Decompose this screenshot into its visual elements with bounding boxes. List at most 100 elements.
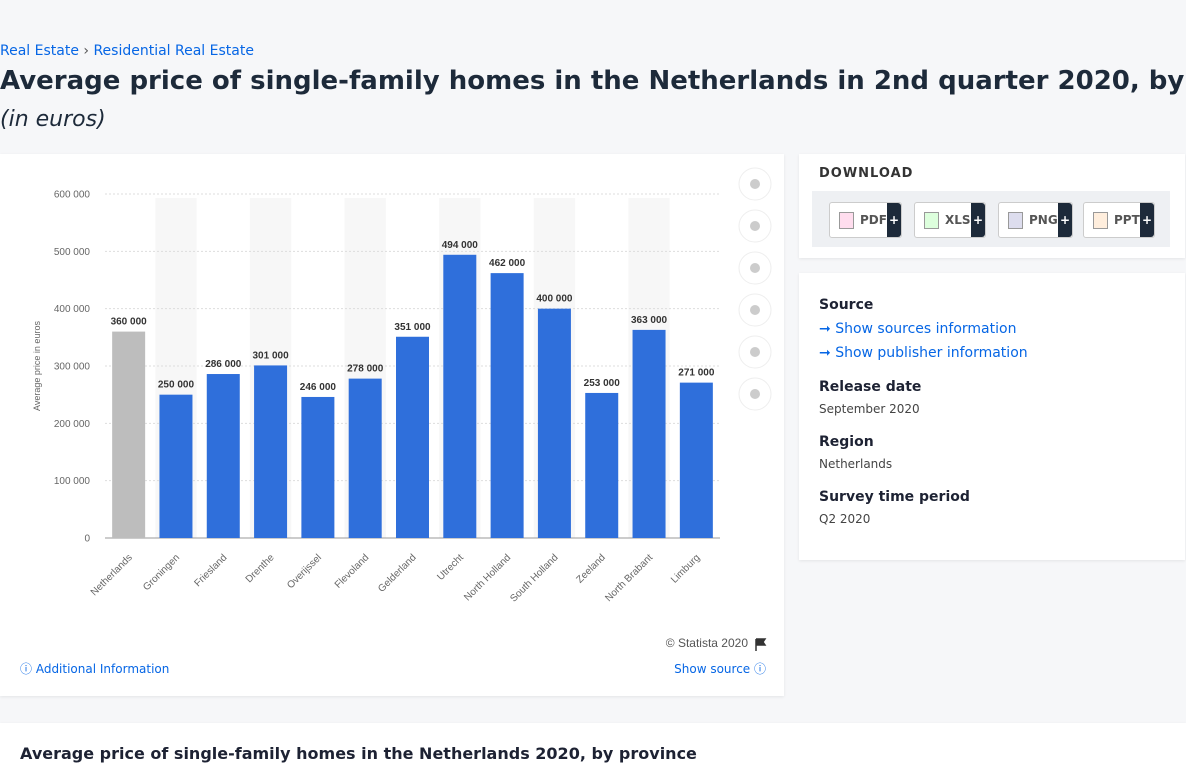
x-tick-label: Groningen bbox=[141, 552, 182, 593]
x-tick-label: Zeeland bbox=[575, 552, 608, 585]
button-label[interactable]: PPT bbox=[1114, 213, 1140, 227]
data-label: 250 000 bbox=[158, 380, 195, 391]
button-more[interactable]: + bbox=[971, 203, 985, 237]
button-label[interactable]: XLS bbox=[945, 213, 971, 227]
additional-info-text[interactable]: Additional Information bbox=[35, 662, 170, 676]
publisher-link[interactable]: ➞ Show publisher information bbox=[819, 345, 1028, 361]
additional-info-link[interactable]: ⓘ Additional Information bbox=[20, 662, 170, 676]
bar bbox=[206, 374, 240, 538]
download-button[interactable]: XLS + bbox=[914, 202, 986, 238]
bar bbox=[679, 382, 713, 538]
data-label: 278 000 bbox=[347, 364, 384, 375]
period-heading: Survey time period bbox=[819, 489, 970, 505]
show-source[interactable]: Show source ⓘ bbox=[674, 660, 766, 677]
tool-icon bbox=[750, 347, 760, 357]
tool-icon bbox=[750, 389, 760, 399]
data-label: 301 000 bbox=[252, 350, 289, 361]
link-text[interactable]: Show sources information bbox=[835, 321, 1017, 337]
source-link[interactable]: ➞ Show sources information bbox=[819, 321, 1017, 337]
bar bbox=[443, 254, 477, 539]
page-subtitle: (in euros) bbox=[0, 107, 106, 132]
bar bbox=[112, 331, 146, 538]
y-tick-label: 100 000 bbox=[54, 476, 91, 487]
icon bbox=[1093, 211, 1108, 229]
x-tick-label: Limburg bbox=[669, 552, 702, 585]
show-source-text[interactable]: Show source bbox=[674, 662, 751, 676]
bar bbox=[254, 365, 288, 538]
data-label: 351 000 bbox=[394, 322, 431, 333]
x-tick-label: North Holland bbox=[462, 552, 513, 603]
y-axis-title: Average price in euros bbox=[32, 321, 42, 411]
button-label[interactable]: PDF bbox=[860, 213, 887, 227]
x-tick-label: Friesland bbox=[193, 552, 230, 589]
credit: © Statista 2020 bbox=[666, 636, 749, 650]
chart: 0 100 000 200 000 300 000 400 000 500 000 600 … bbox=[32, 167, 772, 651]
tool-icon bbox=[750, 263, 760, 273]
tool-icon bbox=[750, 179, 760, 189]
bar bbox=[537, 308, 571, 538]
data-label: 400 000 bbox=[536, 294, 573, 305]
data-label: 360 000 bbox=[111, 317, 148, 328]
button-more[interactable]: + bbox=[1140, 203, 1154, 237]
x-tick-label: Utrecht bbox=[435, 552, 466, 583]
x-tick-label: Flevoland bbox=[333, 552, 371, 590]
page: Real Estate › Residential Real Estate Av… bbox=[0, 43, 1186, 763]
y-tick-label: 200 000 bbox=[54, 419, 91, 430]
chart-card: 0 100 000 200 000 300 000 400 000 500 000 600 … bbox=[0, 154, 784, 696]
bottom-title: Average price of single-family homes in … bbox=[20, 744, 697, 763]
data-label: 271 000 bbox=[678, 368, 715, 379]
data-label: 363 000 bbox=[631, 315, 668, 326]
data-label: 253 000 bbox=[584, 378, 621, 389]
x-tick-label: North Brabant bbox=[603, 552, 655, 604]
download-button[interactable]: PPT + bbox=[1083, 202, 1155, 238]
bottom-card: Average price of single-family homes in … bbox=[0, 723, 1186, 783]
flag-icon bbox=[755, 638, 767, 651]
bar bbox=[348, 378, 382, 538]
page-title: Average price of single-family homes in … bbox=[0, 66, 1186, 96]
tool-icon bbox=[750, 221, 760, 231]
breadcrumbs: Real Estate › Residential Real Estate bbox=[0, 43, 254, 59]
x-tick-label: Overijssel bbox=[285, 552, 324, 591]
source-heading: Source bbox=[819, 297, 874, 313]
period-value: Q2 2020 bbox=[819, 512, 871, 526]
y-tick-label: 600 000 bbox=[54, 190, 91, 201]
y-tick-label: 0 bbox=[84, 534, 90, 545]
x-tick-label: South Holland bbox=[508, 552, 560, 604]
region-value: Netherlands bbox=[819, 457, 893, 471]
y-tick-label: 500 000 bbox=[54, 247, 91, 258]
button-more[interactable]: + bbox=[1058, 203, 1072, 237]
bar bbox=[632, 329, 666, 538]
release-heading: Release date bbox=[819, 379, 922, 395]
show-source-link[interactable]: Show source ⓘ bbox=[674, 662, 766, 676]
data-label: 286 000 bbox=[205, 359, 242, 370]
icon bbox=[839, 211, 854, 229]
download-card: DOWNLOAD PDF + XLS + PNG + PPT + bbox=[799, 154, 1185, 258]
download-button[interactable]: PDF + bbox=[829, 202, 902, 238]
data-label: 462 000 bbox=[489, 258, 526, 269]
additional-info[interactable]: ⓘ Additional Information bbox=[20, 660, 169, 677]
release-value: September 2020 bbox=[819, 402, 920, 416]
data-label: 246 000 bbox=[300, 382, 337, 393]
details-card: Source ➞ Show sources information ➞ Show… bbox=[799, 273, 1185, 560]
bar bbox=[490, 273, 524, 538]
tool-icon bbox=[750, 305, 760, 315]
bar bbox=[301, 396, 335, 538]
x-tick-label: Netherlands bbox=[89, 552, 135, 598]
x-tick-label: Drenthe bbox=[244, 552, 277, 585]
icon bbox=[1008, 211, 1023, 229]
download-button[interactable]: PNG + bbox=[998, 202, 1073, 238]
download-heading: DOWNLOAD bbox=[819, 166, 914, 181]
link-text[interactable]: Show publisher information bbox=[835, 345, 1028, 361]
breadcrumb[interactable]: Residential Real Estate bbox=[93, 43, 254, 59]
bar bbox=[159, 394, 193, 538]
y-tick-label: 400 000 bbox=[54, 304, 91, 315]
icon bbox=[924, 211, 939, 229]
button-more[interactable]: + bbox=[887, 203, 901, 237]
y-tick-label: 300 000 bbox=[54, 362, 91, 373]
region-heading: Region bbox=[819, 434, 874, 450]
data-label: 494 000 bbox=[442, 240, 479, 251]
button-label[interactable]: PNG bbox=[1029, 213, 1058, 227]
breadcrumb[interactable]: Real Estate bbox=[0, 43, 79, 59]
bar bbox=[585, 392, 619, 538]
x-tick-label: Gelderland bbox=[376, 552, 418, 594]
